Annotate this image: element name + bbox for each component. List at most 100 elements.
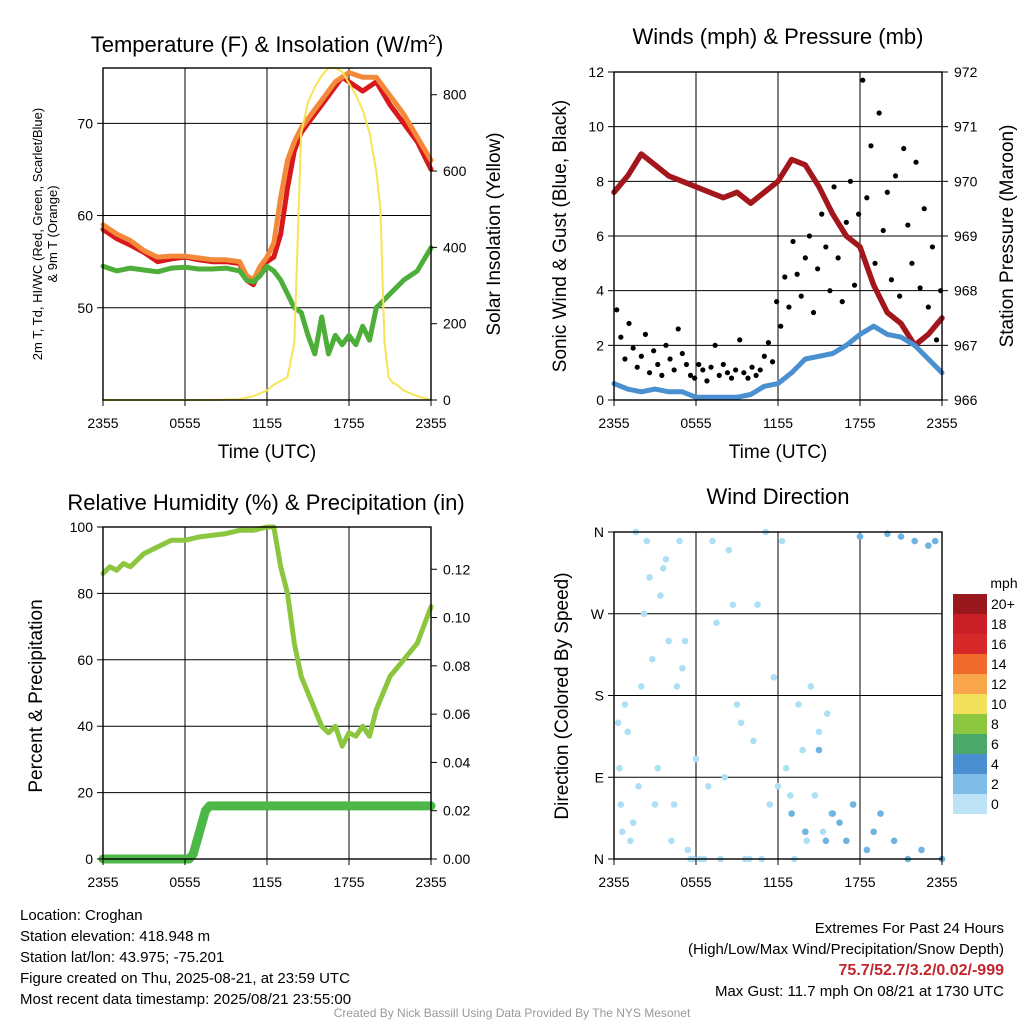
humidity-ytick-right-label: 0.12 <box>443 561 470 577</box>
station-info: Location: Croghan Station elevation: 418… <box>20 905 351 1010</box>
station-elevation: Station elevation: 418.948 m <box>20 928 211 945</box>
wind-speed-legend-label: 0 <box>991 796 999 812</box>
figure-created: Figure created on Thu, 2025-08-21, at 23… <box>20 970 350 987</box>
extremes-info: Extremes For Past 24 Hours (High/Low/Max… <box>688 918 1004 1002</box>
temperature-series-9m-t-line <box>100 70 434 283</box>
wind-direction-xtick-label: 0555 <box>680 874 711 890</box>
temperature-series-layer <box>100 67 434 401</box>
wind-direction-series-moderate-point <box>822 837 830 845</box>
humidity-ytick-right-label: 0.06 <box>443 706 470 722</box>
winds-ytick-left-label: 0 <box>596 392 604 408</box>
winds-ytick-right-label: 971 <box>954 119 978 135</box>
wind-direction-ylabel: Direction (Colored By Speed) <box>552 572 573 819</box>
wind-speed-legend-label: 16 <box>991 636 1007 652</box>
temperature-xtick-label: 2355 <box>87 415 118 431</box>
humidity-ytick-right-label: 0.00 <box>443 851 470 867</box>
temperature-ylabel-left-2: & 9m T (Orange) <box>45 185 60 282</box>
winds-series-gust-point <box>733 367 739 373</box>
winds-series-gust-point <box>798 293 804 299</box>
wind-speed-legend-swatch <box>953 674 987 694</box>
humidity-ytick-left-label: 40 <box>77 718 93 734</box>
humidity-ytick-right-label: 0.04 <box>443 754 470 770</box>
winds-panel-title: Winds (mph) & Pressure (mb) <box>633 24 924 49</box>
wind-direction-xtick-label: 2355 <box>926 874 957 890</box>
temperature-ytick-left-label: 50 <box>77 300 93 316</box>
winds-series-gust-point <box>700 367 706 373</box>
winds-series-sonic-wind-line <box>611 323 945 400</box>
wind-direction-series-light-point <box>778 537 786 545</box>
wind-direction-series-light-point <box>803 837 810 845</box>
humidity-xtick-label: 0555 <box>169 874 200 890</box>
winds-series-gust-point <box>905 222 911 228</box>
winds-series-gust-point <box>827 288 833 294</box>
wind-direction-series-moderate-point <box>918 846 925 854</box>
winds-series-gust-point <box>737 337 743 343</box>
wind-direction-series-light-point <box>614 719 622 727</box>
winds-ytick-left-label: 8 <box>596 173 604 189</box>
humidity-ytick-left-label: 0 <box>85 851 93 867</box>
wind-direction-series-moderate-point <box>802 828 809 836</box>
winds-series-gust-point <box>618 334 624 340</box>
winds-series-gust-point <box>646 370 653 376</box>
winds-series-gust-point <box>749 364 755 370</box>
wind-direction-series-light-point <box>668 837 675 845</box>
winds-ytick-left-label: 6 <box>596 228 604 244</box>
wind-direction-ytick-label: W <box>591 606 605 622</box>
wind-direction-series-light-point <box>627 837 634 845</box>
winds-series-gust-point <box>888 277 895 283</box>
wind-direction-series-light-point <box>709 537 716 545</box>
wind-direction-xtick-label: 2355 <box>598 874 629 890</box>
wind-direction-ytick-label: N <box>594 851 604 867</box>
winds-ytick-left-label: 4 <box>596 283 604 299</box>
wind-direction-series-light-point <box>692 755 700 763</box>
winds-series-gust-point <box>778 323 784 329</box>
humidity-xtick-label: 2355 <box>415 874 446 890</box>
wind-speed-legend-swatch <box>953 734 987 754</box>
wind-speed-legend-swatch <box>953 654 987 674</box>
wind-direction-series-moderate-point <box>925 542 932 549</box>
winds-series-gust-point <box>819 211 825 217</box>
wind-direction-series-light-point <box>819 828 827 836</box>
temperature-axis-layer: 2355 0555 1155 1755 2355 50 60 70 0 200 400 600 800 <box>77 87 466 431</box>
wind-direction-series-light-point <box>721 773 728 781</box>
winds-ylabel-left: Sonic Wind & Gust (Blue, Black) <box>550 100 571 372</box>
wind-speed-legend-swatch <box>953 774 987 794</box>
wind-direction-series-light-point <box>673 683 681 690</box>
winds-series-gust-point <box>876 110 882 116</box>
wind-speed-legend-swatch <box>953 594 987 614</box>
wind-direction-series-light-point <box>782 764 790 772</box>
winds-series-gust-point <box>806 233 813 239</box>
winds-series-gust-point <box>868 143 874 149</box>
wind-direction-series-light-point <box>770 674 778 681</box>
winds-series-gust-point <box>683 361 690 368</box>
winds-series-gust-point <box>843 219 849 225</box>
wind-speed-legend-label: 8 <box>991 716 999 732</box>
wind-speed-legend-label: 18 <box>991 616 1007 632</box>
winds-series-gust-point <box>913 159 919 165</box>
winds-series-gust-point <box>659 372 665 378</box>
station-location: Location: Croghan <box>20 907 143 924</box>
winds-series-gust-point <box>638 353 644 359</box>
wind-speed-legend-swatch <box>953 614 987 634</box>
temperature-panel-title: Temperature (F) & Insolation (W/m2) <box>91 31 444 57</box>
wind-direction-series-moderate-point <box>856 533 864 540</box>
winds-ylabel-right: Station Pressure (Maroon) <box>997 125 1018 348</box>
temperature-xtick-label: 1755 <box>333 415 364 431</box>
winds-ytick-right-label: 966 <box>954 392 978 408</box>
winds-panel: Winds (mph) & Pressure (mb) 2355 0555 1155… <box>550 24 1018 463</box>
wind-speed-legend-label: 2 <box>991 776 999 792</box>
wind-direction-series-light-point <box>616 764 623 772</box>
winds-series-gust-point <box>897 293 903 299</box>
wind-direction-series-moderate-point <box>931 537 939 545</box>
wind-direction-xtick-label: 1755 <box>844 874 875 890</box>
wind-direction-series-moderate-point <box>890 837 898 845</box>
wind-speed-legend-label: 12 <box>991 676 1007 692</box>
temperature-ytick-left-label: 70 <box>77 115 93 131</box>
winds-series-gust-point <box>851 282 858 288</box>
wind-direction-series-moderate-point <box>911 537 918 545</box>
winds-series-gust-point <box>933 337 940 343</box>
winds-series-gust-point <box>872 260 878 266</box>
winds-series-gust-point <box>831 184 837 190</box>
wind-direction-series-light-point <box>648 655 656 663</box>
